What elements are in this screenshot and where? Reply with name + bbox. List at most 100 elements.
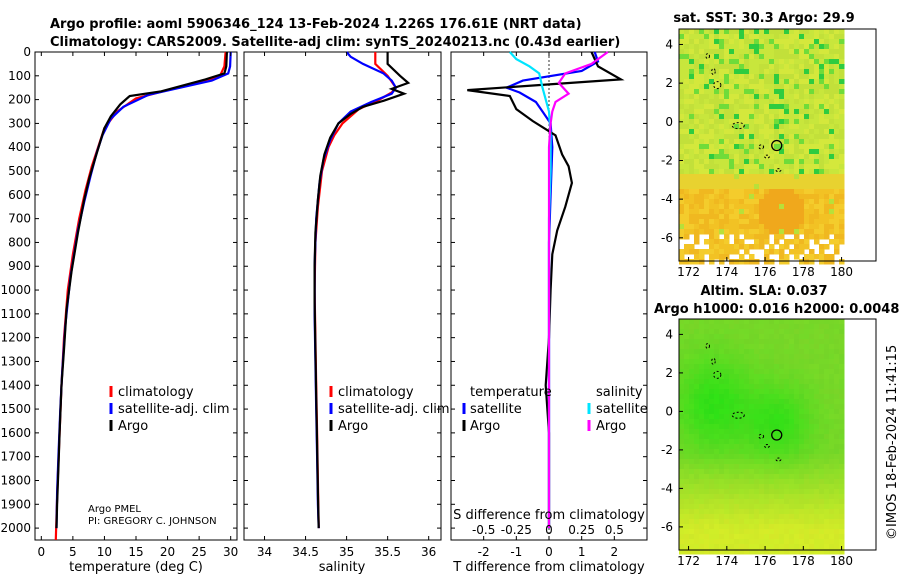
heatmap-cell xyxy=(799,389,805,395)
heatmap-cell xyxy=(819,524,825,530)
heatmap-cell xyxy=(724,419,730,425)
heatmap-cell xyxy=(809,454,815,460)
heatmap-cell xyxy=(754,409,760,415)
heatmap-cell xyxy=(729,344,735,350)
heatmap-cell xyxy=(769,374,775,380)
heatmap-cell xyxy=(724,119,730,125)
heatmap-cell xyxy=(699,349,705,355)
heatmap-cell xyxy=(794,494,800,500)
heatmap-cell xyxy=(794,549,800,555)
heatmap-cell xyxy=(714,134,720,140)
heatmap-cell xyxy=(769,119,775,125)
heatmap-cell xyxy=(809,374,815,380)
heatmap-cell xyxy=(679,104,685,110)
heatmap-cell xyxy=(799,29,805,35)
heatmap-cell xyxy=(684,194,690,200)
heatmap-cell xyxy=(699,59,705,65)
heatmap-cell xyxy=(784,409,790,415)
heatmap-cell xyxy=(704,519,710,525)
heatmap-cell xyxy=(779,489,785,495)
heatmap-cell xyxy=(744,369,750,375)
sal-legend-argo: Argo xyxy=(338,419,368,434)
heatmap-cell xyxy=(824,474,830,480)
heatmap-cell xyxy=(769,364,775,370)
heatmap-cell xyxy=(819,59,825,65)
heatmap-cell xyxy=(729,359,735,365)
heatmap-cell xyxy=(684,474,690,480)
heatmap-cell xyxy=(834,144,840,150)
heatmap-cell xyxy=(734,354,740,360)
heatmap-cell xyxy=(734,419,740,425)
heatmap-cell xyxy=(819,169,825,175)
heatmap-cell xyxy=(744,404,750,410)
heatmap-cell xyxy=(814,364,820,370)
heatmap-cell xyxy=(709,369,715,375)
heatmap-cell xyxy=(824,499,830,505)
heatmap-cell xyxy=(729,489,735,495)
heatmap-cell xyxy=(804,354,810,360)
heatmap-cell xyxy=(819,529,825,535)
heatmap-cell xyxy=(819,209,825,215)
heatmap-cell xyxy=(794,209,800,215)
heatmap-cell xyxy=(694,524,700,530)
heatmap-cell xyxy=(689,169,695,175)
heatmap-cell xyxy=(784,39,790,45)
heatmap-cell xyxy=(689,344,695,350)
heatmap-cell xyxy=(794,169,800,175)
heatmap-cell xyxy=(759,84,765,90)
heatmap-cell xyxy=(809,169,815,175)
heatmap-cell xyxy=(754,114,760,120)
heatmap-cell xyxy=(709,119,715,125)
heatmap-cell xyxy=(824,189,830,195)
heatmap-cell xyxy=(804,479,810,485)
heatmap-cell xyxy=(829,359,835,365)
heatmap-cell xyxy=(724,464,730,470)
heatmap-cell xyxy=(779,374,785,380)
heatmap-cell xyxy=(699,464,705,470)
heatmap-cell xyxy=(819,509,825,515)
heatmap-cell xyxy=(739,129,745,135)
heatmap-cell xyxy=(789,179,795,185)
heatmap-cell xyxy=(759,239,765,245)
heatmap-cell xyxy=(759,434,765,440)
heatmap-cell xyxy=(754,404,760,410)
heatmap-cell xyxy=(784,144,790,150)
heatmap-cell xyxy=(789,384,795,390)
heatmap-cell xyxy=(829,544,835,550)
heatmap-cell xyxy=(724,454,730,460)
heatmap-cell xyxy=(694,529,700,535)
heatmap-cell xyxy=(834,29,840,35)
heatmap-cell xyxy=(684,404,690,410)
heatmap-cell xyxy=(709,34,715,40)
heatmap-cell xyxy=(809,484,815,490)
heatmap-cell xyxy=(719,369,725,375)
island-outline xyxy=(711,357,716,365)
heatmap-cell xyxy=(694,329,700,335)
heatmap-cell xyxy=(804,64,810,70)
heatmap-cell xyxy=(779,464,785,470)
heatmap-cell xyxy=(714,434,720,440)
sal-legend-satellite: satellite-adj. clim xyxy=(338,402,450,417)
heatmap-cell xyxy=(814,454,820,460)
heatmap-cell xyxy=(704,149,710,155)
x-tick-label: -2 xyxy=(478,545,490,559)
heatmap-cell xyxy=(744,124,750,130)
island-outline xyxy=(758,433,765,439)
heatmap-cell xyxy=(799,69,805,75)
heatmap-cell xyxy=(814,464,820,470)
heatmap-cell xyxy=(739,194,745,200)
heatmap-cell xyxy=(724,204,730,210)
heatmap-cell xyxy=(704,54,710,60)
heatmap-cell xyxy=(734,384,740,390)
heatmap-cell xyxy=(739,359,745,365)
heatmap-cell xyxy=(729,429,735,435)
heatmap-cell xyxy=(794,354,800,360)
heatmap-cell xyxy=(809,359,815,365)
heatmap-cell xyxy=(799,164,805,170)
heatmap-cell xyxy=(789,174,795,180)
heatmap-cell xyxy=(779,169,785,175)
island-outline xyxy=(775,457,782,462)
heatmap-cell xyxy=(784,139,790,145)
heatmap-cell xyxy=(819,454,825,460)
heatmap-cell xyxy=(734,209,740,215)
